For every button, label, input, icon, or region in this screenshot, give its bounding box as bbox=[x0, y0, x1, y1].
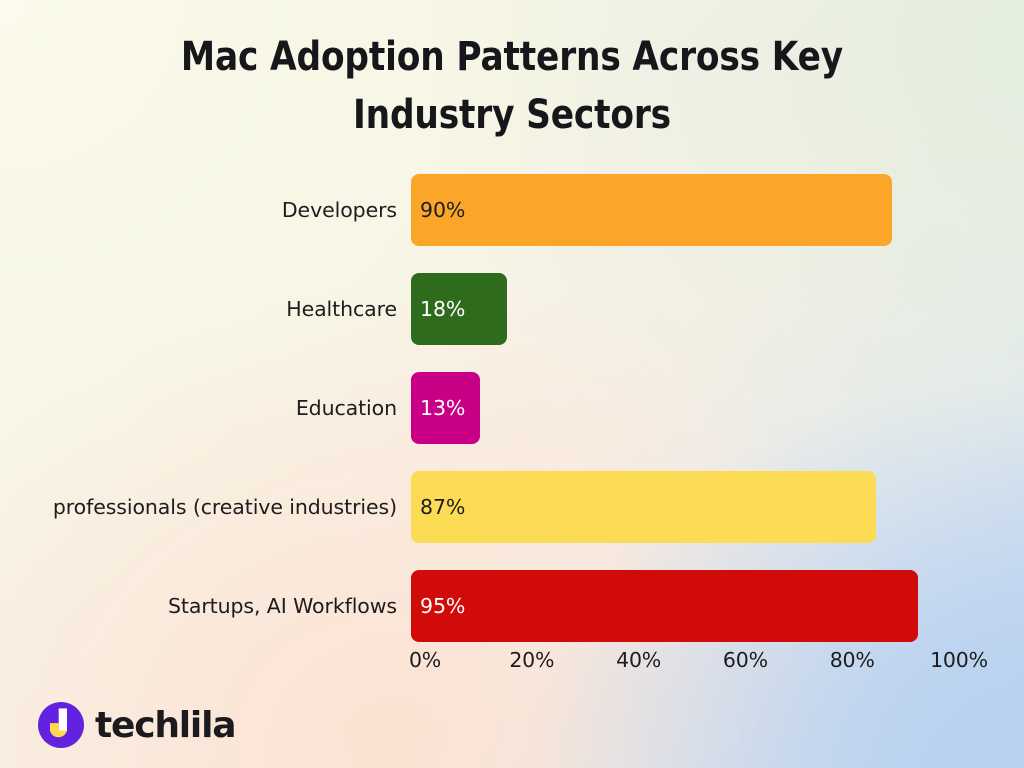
category-label-developers: Developers bbox=[281, 198, 397, 222]
bar-track-creative-professionals: 87% bbox=[411, 457, 1024, 557]
bar-track-developers: 90% bbox=[411, 160, 1024, 260]
techlila-logo: techlila bbox=[38, 702, 237, 748]
bar-value-label-education: 13% bbox=[420, 396, 466, 420]
bar-track-education: 13% bbox=[411, 358, 1024, 458]
bar-value-label-healthcare: 18% bbox=[420, 297, 466, 321]
bar-value-label-creative-professionals: 87% bbox=[420, 495, 466, 519]
bar-track-healthcare: 18% bbox=[411, 259, 1024, 359]
category-label-education: Education bbox=[295, 396, 397, 420]
chart-row-developers: Developers 90% bbox=[0, 160, 1024, 260]
category-label-healthcare: Healthcare bbox=[286, 297, 397, 321]
x-tick-1: 20% bbox=[509, 648, 555, 672]
techlila-wordmark: techlila bbox=[95, 705, 237, 746]
chart-row-education: Education 13% bbox=[0, 358, 1024, 458]
bar-value-label-developers: 90% bbox=[420, 198, 466, 222]
bar-chart-plot-area: Developers 90% Healthcare 18% Education … bbox=[0, 160, 1024, 660]
category-label-startups-ai-workflows: Startups, AI Workflows bbox=[168, 594, 397, 618]
x-tick-4: 80% bbox=[829, 648, 875, 672]
techlila-logo-icon bbox=[38, 702, 84, 748]
bar-creative-professionals: 87% bbox=[411, 471, 876, 543]
x-tick-5: 100% bbox=[930, 648, 988, 672]
bar-education: 13% bbox=[411, 372, 481, 444]
bar-track-startups-ai-workflows: 95% bbox=[411, 556, 1024, 656]
bar-value-label-startups-ai-workflows: 95% bbox=[420, 594, 466, 618]
x-tick-0: 0% bbox=[408, 648, 442, 672]
x-tick-3: 60% bbox=[722, 648, 768, 672]
chart-row-startups-ai-workflows: Startups, AI Workflows 95% bbox=[0, 556, 1024, 656]
page-title: Mac Adoption Patterns Across Key Industr… bbox=[180, 34, 844, 138]
category-label-creative-professionals: professionals (creative industries) bbox=[52, 495, 397, 519]
x-axis-tick-labels: 0% 20% 40% 60% 80% 100% bbox=[409, 648, 988, 680]
chart-row-healthcare: Healthcare 18% bbox=[0, 259, 1024, 359]
bar-startups-ai-workflows: 95% bbox=[411, 570, 919, 642]
bar-healthcare: 18% bbox=[411, 273, 508, 345]
x-tick-2: 40% bbox=[616, 648, 662, 672]
bar-developers: 90% bbox=[411, 174, 892, 246]
chart-row-creative-professionals: professionals (creative industries) 87% bbox=[0, 457, 1024, 557]
